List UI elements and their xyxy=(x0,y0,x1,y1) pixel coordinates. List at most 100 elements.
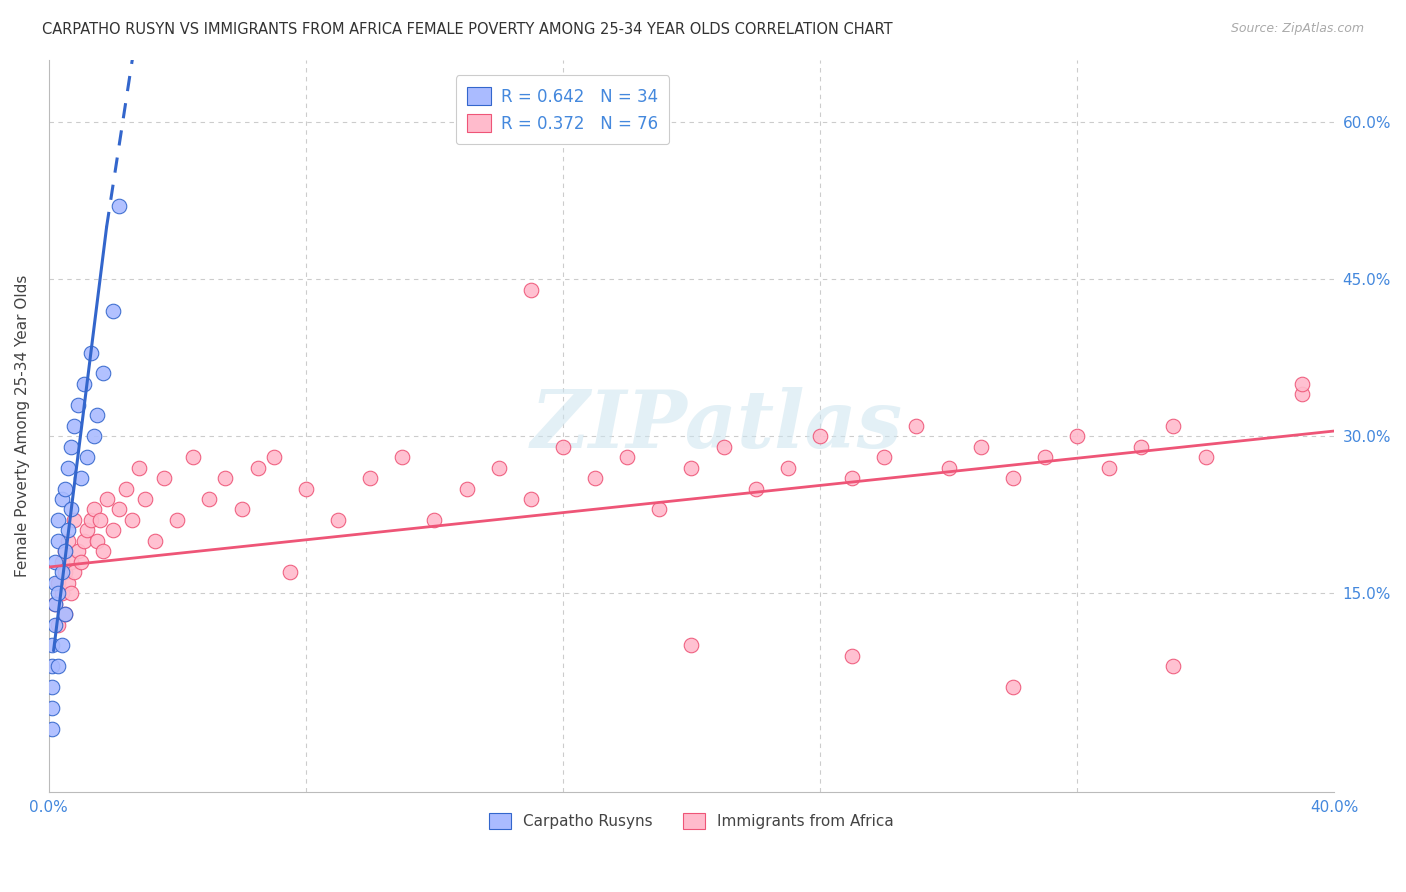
Point xyxy=(600,115,623,129)
Point xyxy=(938,460,960,475)
Point xyxy=(1066,429,1088,443)
Point xyxy=(551,440,574,454)
Point xyxy=(83,502,105,516)
Point xyxy=(1291,376,1313,391)
Point xyxy=(745,482,768,496)
Point xyxy=(48,575,70,590)
Point xyxy=(101,303,124,318)
Point xyxy=(108,199,131,213)
Point xyxy=(60,440,83,454)
Point xyxy=(44,555,66,569)
Point xyxy=(76,450,98,465)
Point xyxy=(1194,450,1216,465)
Point xyxy=(63,513,86,527)
Point xyxy=(83,429,105,443)
Point xyxy=(520,491,543,506)
Point xyxy=(73,376,96,391)
Point xyxy=(841,471,863,485)
Point xyxy=(73,533,96,548)
Point xyxy=(66,544,89,558)
Point xyxy=(56,575,79,590)
Point xyxy=(520,283,543,297)
Text: Source: ZipAtlas.com: Source: ZipAtlas.com xyxy=(1230,22,1364,36)
Point xyxy=(681,639,703,653)
Point xyxy=(183,450,205,465)
Point xyxy=(53,482,76,496)
Point xyxy=(70,555,93,569)
Point xyxy=(56,533,79,548)
Point xyxy=(231,502,253,516)
Point xyxy=(41,659,63,673)
Point xyxy=(66,398,89,412)
Legend: Carpatho Rusyns, Immigrants from Africa: Carpatho Rusyns, Immigrants from Africa xyxy=(484,806,900,836)
Point xyxy=(60,555,83,569)
Point xyxy=(391,450,413,465)
Point xyxy=(873,450,896,465)
Point xyxy=(808,429,831,443)
Point xyxy=(263,450,285,465)
Point xyxy=(93,544,115,558)
Point xyxy=(969,440,991,454)
Point xyxy=(93,367,115,381)
Text: CARPATHO RUSYN VS IMMIGRANTS FROM AFRICA FEMALE POVERTY AMONG 25-34 YEAR OLDS CO: CARPATHO RUSYN VS IMMIGRANTS FROM AFRICA… xyxy=(42,22,893,37)
Point xyxy=(423,513,446,527)
Point xyxy=(1001,471,1024,485)
Point xyxy=(134,491,156,506)
Point xyxy=(153,471,176,485)
Point xyxy=(681,460,703,475)
Point xyxy=(53,566,76,580)
Point xyxy=(41,722,63,736)
Point xyxy=(96,491,118,506)
Point xyxy=(44,575,66,590)
Point xyxy=(1033,450,1056,465)
Point xyxy=(51,586,73,600)
Point xyxy=(713,440,735,454)
Point xyxy=(295,482,318,496)
Point xyxy=(488,460,510,475)
Point xyxy=(101,524,124,538)
Point xyxy=(905,418,928,433)
Point xyxy=(51,555,73,569)
Point xyxy=(44,597,66,611)
Point xyxy=(1098,460,1121,475)
Point xyxy=(143,533,166,548)
Point xyxy=(56,460,79,475)
Point xyxy=(48,586,70,600)
Point xyxy=(86,409,108,423)
Point xyxy=(583,471,606,485)
Point xyxy=(1163,418,1185,433)
Point xyxy=(51,566,73,580)
Point xyxy=(79,345,101,359)
Point xyxy=(1163,659,1185,673)
Point xyxy=(63,566,86,580)
Point xyxy=(41,701,63,715)
Point xyxy=(56,524,79,538)
Point xyxy=(128,460,150,475)
Point xyxy=(53,544,76,558)
Point xyxy=(76,524,98,538)
Point xyxy=(1291,387,1313,401)
Point xyxy=(1001,681,1024,695)
Point xyxy=(115,482,138,496)
Point xyxy=(70,471,93,485)
Point xyxy=(278,566,301,580)
Point xyxy=(89,513,111,527)
Text: ZIPatlas: ZIPatlas xyxy=(531,387,903,465)
Point xyxy=(60,502,83,516)
Point xyxy=(648,502,671,516)
Point xyxy=(48,659,70,673)
Point xyxy=(456,482,478,496)
Point xyxy=(214,471,236,485)
Point xyxy=(616,450,638,465)
Point xyxy=(86,533,108,548)
Point xyxy=(53,544,76,558)
Point xyxy=(60,586,83,600)
Point xyxy=(1130,440,1153,454)
Point xyxy=(53,607,76,621)
Point xyxy=(44,617,66,632)
Point xyxy=(108,502,131,516)
Point xyxy=(48,513,70,527)
Point xyxy=(776,460,799,475)
Point xyxy=(41,639,63,653)
Point xyxy=(166,513,188,527)
